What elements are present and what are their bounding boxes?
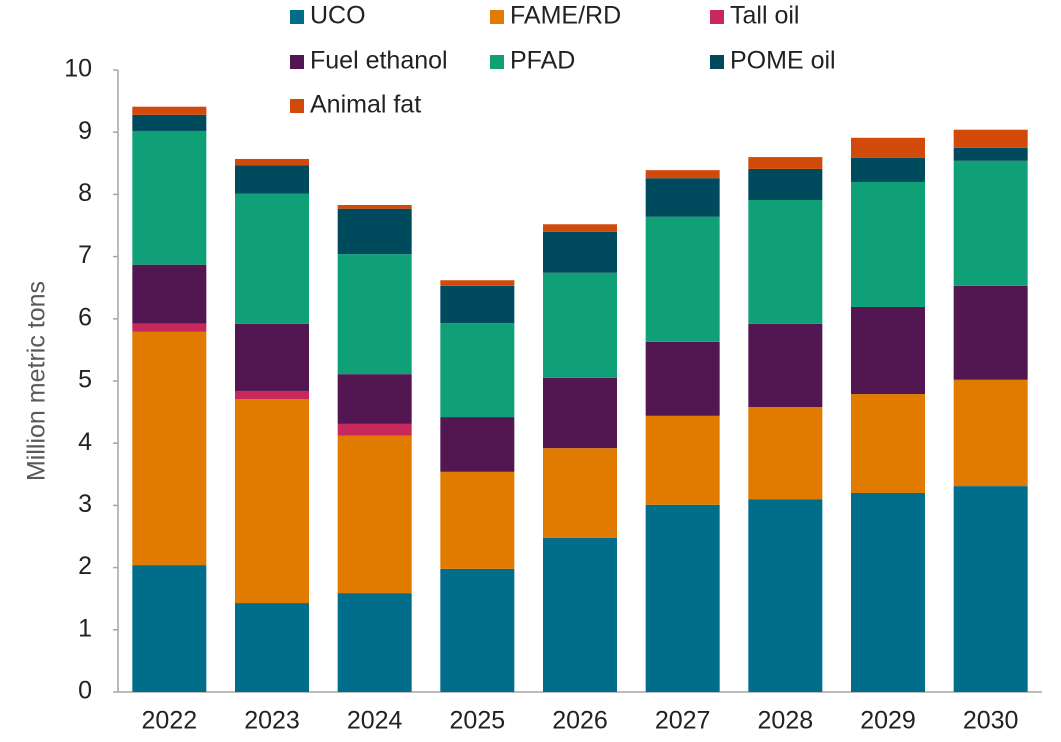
bar-segment [748,407,823,500]
x-tick-label: 2027 [655,707,711,735]
bar-segment [337,593,412,692]
bar-segment [440,280,515,286]
bar-segment [953,285,1028,380]
bar-segment [543,448,617,538]
bar-segment [235,158,309,166]
bar-segment [748,168,823,200]
bar-segment [132,106,207,115]
bar-segment [543,272,617,378]
bar-segment [235,390,309,400]
x-tick-label: 2028 [758,707,814,735]
bar-segment [132,264,207,324]
bar-segment [440,417,515,472]
bar-segment [851,394,925,493]
y-tick-label: 8 [78,179,92,207]
bar-segment [337,204,412,209]
bar-segment [543,224,617,232]
bar-segment [645,341,720,416]
bar-segment [440,568,515,692]
x-tick-label: 2030 [963,707,1019,735]
legend-swatch [710,10,724,24]
bar-segment [543,537,617,692]
bar-segment [851,306,925,395]
bar-segment [440,323,515,418]
bar-segment [851,157,925,182]
legend-label: UCO [310,2,366,30]
bar-segment [645,504,720,692]
y-tick-label: 7 [78,241,92,269]
y-tick-label: 9 [78,117,92,145]
legend-swatch [490,10,504,24]
bar-segment [748,499,823,692]
legend-label: Animal fat [310,91,421,119]
bar-segment [440,471,515,569]
legend-swatch [710,55,724,69]
bar-segment [132,323,207,332]
bar-segment [337,423,412,436]
bar-segment [645,415,720,505]
bar-segment [337,435,412,594]
y-tick-label: 1 [78,614,92,642]
y-tick-label: 0 [78,677,92,705]
bar-segment [953,160,1028,286]
bar-segment [235,165,309,194]
bar-segment [645,216,720,342]
legend-label: Fuel ethanol [310,47,448,75]
bar-segment [851,137,925,158]
bar-segment [953,486,1028,692]
bar-segment [235,193,309,324]
legend-label: PFAD [510,47,575,75]
bar-segment [953,379,1028,487]
legend-swatch [290,99,304,113]
bar-segment [645,170,720,179]
bar-segment [235,603,309,692]
x-tick-label: 2029 [860,707,916,735]
bar-segment [132,114,207,131]
y-tick-label: 3 [78,490,92,518]
x-tick-label: 2026 [552,707,608,735]
legend-swatch [290,10,304,24]
y-axis-label: Million metric tons [23,281,51,481]
bar-segment [337,254,412,375]
bar-segment [440,285,515,324]
legend-swatch [290,55,304,69]
legend-label: POME oil [730,47,836,75]
bar-segment [645,178,720,217]
bar-segment [748,157,823,169]
bar-segment [851,492,925,692]
legend-label: Tall oil [730,2,799,30]
x-tick-label: 2023 [244,707,300,735]
x-tick-label: 2025 [450,707,506,735]
bar-segment [953,147,1028,161]
bar-segment [748,199,823,324]
bar-segment [748,323,823,408]
bar-segment [953,129,1028,148]
y-tick-label: 2 [78,552,92,580]
y-tick-label: 5 [78,366,92,394]
bar-segment [132,565,207,692]
x-tick-label: 2022 [142,707,198,735]
bar-segment [337,208,412,255]
legend-swatch [490,55,504,69]
bar-segment [543,231,617,273]
y-tick-label: 6 [78,303,92,331]
bar-segment [132,331,207,566]
y-tick-label: 10 [64,55,92,83]
bar-segment [851,181,925,307]
bar-segment [132,130,207,265]
x-tick-label: 2024 [347,707,403,735]
bar-segment [337,374,412,424]
bar-segment [235,323,309,391]
legend-label: FAME/RD [510,2,621,30]
bar-segment [235,399,309,604]
bar-segment [543,377,617,449]
y-tick-label: 4 [78,428,92,456]
